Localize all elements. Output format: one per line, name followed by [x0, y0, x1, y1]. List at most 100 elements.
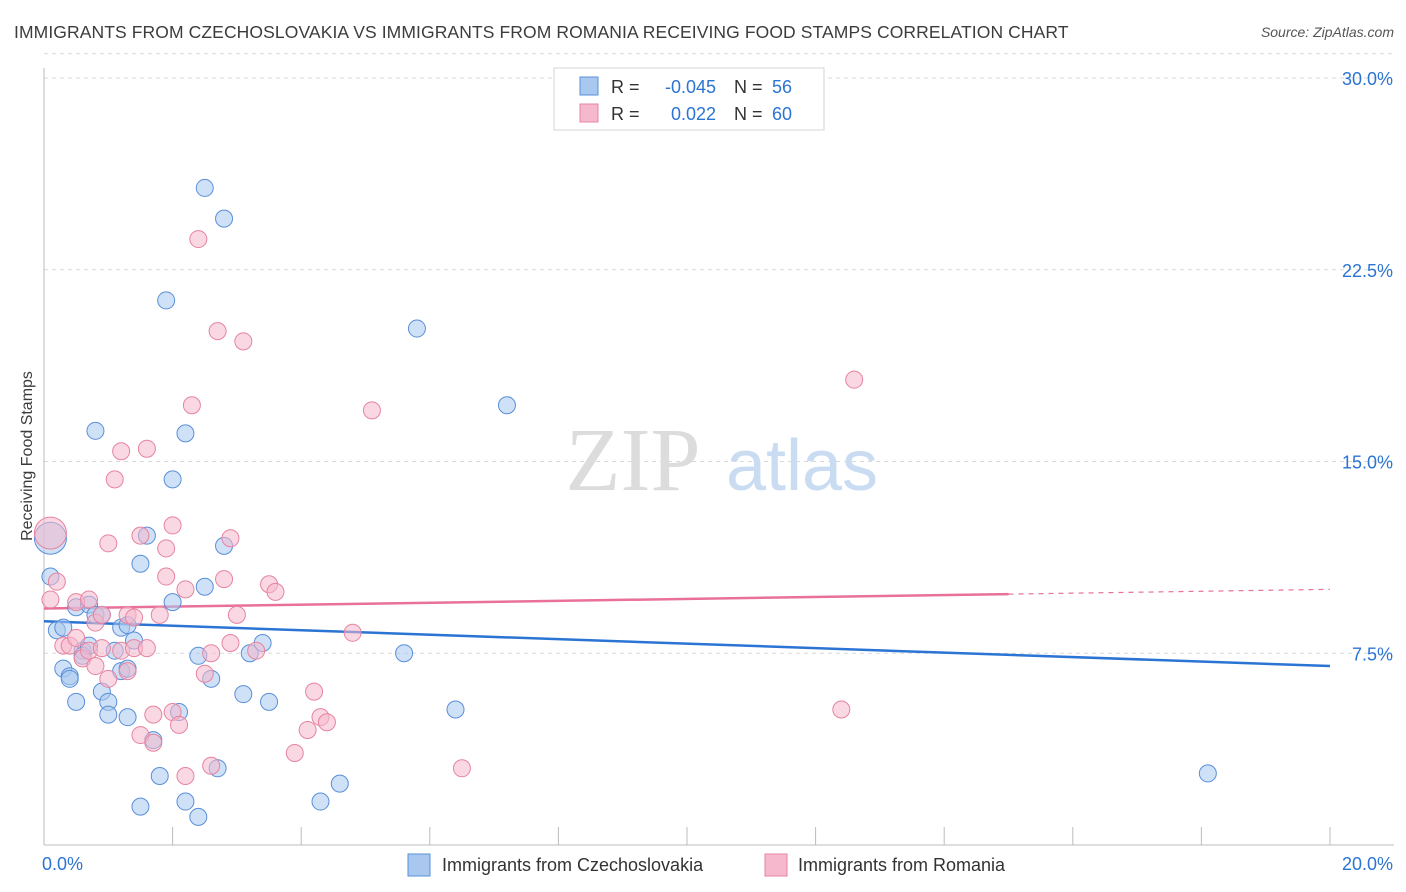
point-czechoslovakia: [86, 421, 105, 440]
bottom-legend: Immigrants from Czechoslovakia Immigrant…: [407, 853, 1006, 877]
trend-line-czechoslovakia: [43, 620, 1331, 668]
point-romania: [144, 705, 163, 724]
data-points: [33, 178, 1217, 826]
point-romania: [202, 756, 221, 775]
legend-r-label-2: R =: [611, 104, 640, 124]
point-romania: [157, 539, 176, 558]
gridlines: [44, 53, 1394, 654]
point-romania: [285, 743, 304, 762]
x-tick-label: 20.0%: [1342, 854, 1393, 874]
point-czechoslovakia: [1198, 764, 1217, 783]
point-romania: [305, 682, 324, 701]
point-czechoslovakia: [157, 291, 176, 310]
source-label: Source: ZipAtlas.com: [1260, 24, 1394, 40]
point-romania: [845, 370, 864, 389]
legend-swatch-czechoslovakia: [579, 76, 599, 96]
point-romania: [832, 700, 851, 719]
point-romania: [112, 442, 131, 461]
chart-title: IMMIGRANTS FROM CZECHOSLOVAKIA VS IMMIGR…: [14, 22, 1069, 42]
point-czechoslovakia: [131, 554, 150, 573]
point-romania: [343, 623, 362, 642]
point-czechoslovakia: [150, 766, 169, 785]
point-czechoslovakia: [395, 644, 414, 663]
point-czechoslovakia: [67, 692, 86, 711]
point-romania: [247, 641, 266, 660]
x-tick-label: 0.0%: [42, 854, 83, 874]
point-romania: [92, 639, 111, 658]
point-romania: [125, 608, 144, 627]
legend-n-value-1: 56: [772, 77, 792, 97]
trend-line-romania: [43, 592, 1009, 610]
point-romania: [80, 590, 99, 609]
y-tick-label: 7.5%: [1352, 644, 1393, 664]
point-romania: [33, 516, 67, 550]
point-czechoslovakia: [311, 792, 330, 811]
point-romania: [195, 664, 214, 683]
legend-r-value-2: 0.022: [671, 104, 716, 124]
point-romania: [221, 634, 240, 653]
point-romania: [298, 720, 317, 739]
point-czechoslovakia: [99, 705, 118, 724]
trend-line-romania-extension: [1008, 588, 1331, 595]
bottom-legend-swatch-romania: [764, 853, 788, 877]
point-romania: [86, 657, 105, 676]
point-romania: [99, 534, 118, 553]
bottom-legend-label-romania: Immigrants from Romania: [798, 855, 1006, 875]
point-czechoslovakia: [118, 708, 137, 727]
point-czechoslovakia: [163, 470, 182, 489]
point-romania: [176, 580, 195, 599]
watermark-zip: ZIP: [566, 411, 701, 510]
watermark: ZIP atlas: [566, 411, 879, 510]
point-romania: [131, 526, 150, 545]
legend-n-label-2: N =: [734, 104, 763, 124]
point-romania: [170, 715, 189, 734]
point-romania: [105, 470, 124, 489]
point-romania: [47, 572, 66, 591]
point-czechoslovakia: [54, 618, 73, 637]
point-romania: [41, 590, 60, 609]
point-romania: [189, 230, 208, 249]
point-romania: [202, 644, 221, 663]
legend-n-label-1: N =: [734, 77, 763, 97]
point-czechoslovakia: [234, 685, 253, 704]
point-czechoslovakia: [215, 209, 234, 228]
point-romania: [215, 570, 234, 589]
point-czechoslovakia: [330, 774, 349, 793]
point-czechoslovakia: [260, 692, 279, 711]
point-romania: [208, 322, 227, 341]
legend-r-label-1: R =: [611, 77, 640, 97]
point-romania: [452, 759, 471, 778]
point-czechoslovakia: [131, 797, 150, 816]
point-romania: [99, 669, 118, 688]
point-romania: [362, 401, 381, 420]
y-tick-label: 30.0%: [1342, 69, 1393, 89]
stats-legend: R = -0.045 N = 56 R = 0.022 N = 60: [553, 67, 825, 131]
point-czechoslovakia: [446, 700, 465, 719]
point-romania: [221, 529, 240, 548]
point-czechoslovakia: [60, 669, 79, 688]
point-czechoslovakia: [195, 577, 214, 596]
point-romania: [317, 713, 336, 732]
bottom-legend-label-czechoslovakia: Immigrants from Czechoslovakia: [442, 855, 704, 875]
axes: [43, 68, 1394, 846]
watermark-atlas: atlas: [726, 426, 878, 506]
y-tick-label: 15.0%: [1342, 453, 1393, 473]
point-romania: [182, 396, 201, 415]
point-romania: [144, 733, 163, 752]
tick-labels: 7.5% 15.0% 22.5% 30.0% 0.0% 20.0%: [42, 69, 1393, 874]
point-czechoslovakia: [497, 396, 516, 415]
point-czechoslovakia: [176, 792, 195, 811]
point-czechoslovakia: [176, 424, 195, 443]
point-romania: [227, 605, 246, 624]
trend-lines: [43, 588, 1331, 668]
legend-swatch-romania: [579, 103, 599, 123]
point-romania: [137, 439, 156, 458]
point-romania: [234, 332, 253, 351]
point-czechoslovakia: [163, 593, 182, 612]
point-romania: [67, 628, 86, 647]
point-romania: [150, 605, 169, 624]
point-czechoslovakia: [407, 319, 426, 338]
bottom-legend-swatch-czechoslovakia: [407, 853, 431, 877]
y-tick-label: 22.5%: [1342, 261, 1393, 281]
